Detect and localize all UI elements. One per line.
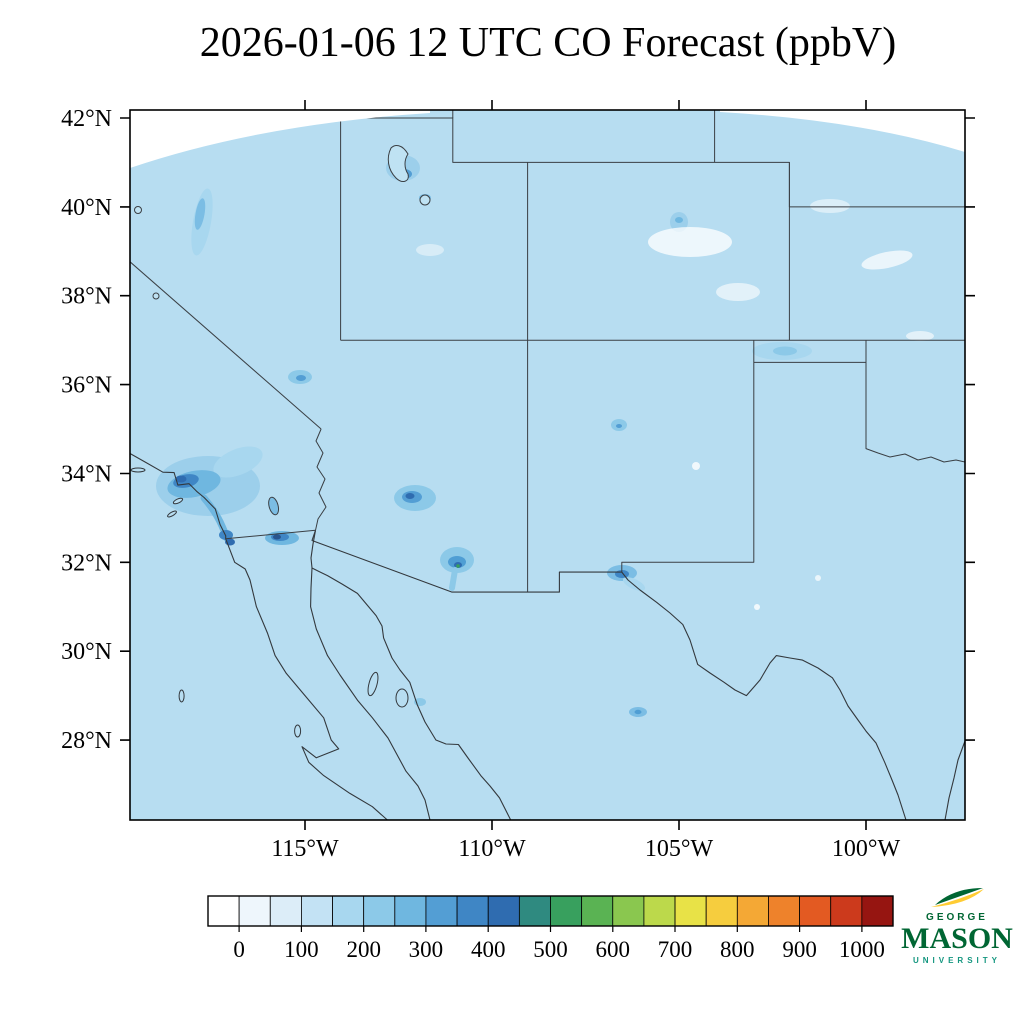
co-background-field bbox=[130, 110, 965, 820]
colorbar-segment bbox=[301, 895, 333, 927]
plot-frame bbox=[129, 109, 966, 821]
state-borders bbox=[130, 110, 965, 593]
colorbar-segment bbox=[768, 895, 800, 927]
islands bbox=[130, 467, 409, 738]
colorbar-tick-label: 1000 bbox=[839, 937, 885, 962]
colorbar-segment bbox=[269, 895, 302, 927]
colorbar-segment bbox=[363, 895, 396, 927]
domain-edge-mask bbox=[130, 110, 965, 168]
colorbar-segment bbox=[705, 895, 738, 927]
colorbar-ticks bbox=[238, 926, 863, 932]
lat-tick-label: 40°N bbox=[61, 195, 112, 221]
lakes bbox=[134, 145, 431, 516]
colorbar-tick-label: 200 bbox=[346, 937, 381, 962]
coastlines bbox=[130, 453, 965, 820]
colorbar-segment bbox=[612, 895, 645, 927]
colorbar-segment bbox=[830, 895, 863, 927]
colorbar-segment bbox=[518, 895, 551, 927]
colorbar-segment bbox=[238, 895, 271, 927]
lat-tick-label: 34°N bbox=[61, 462, 112, 488]
low-co-patches bbox=[416, 199, 934, 610]
colorbar-tick-label: 500 bbox=[533, 937, 568, 962]
lat-tick-label: 30°N bbox=[61, 639, 112, 665]
lon-tick-label: 115°W bbox=[271, 836, 339, 862]
lon-tick-label: 100°W bbox=[832, 836, 901, 862]
colorbar-segment bbox=[456, 895, 489, 927]
map-panel bbox=[130, 110, 965, 820]
colorbar-segment bbox=[643, 895, 676, 927]
colorbar-tick-label: 800 bbox=[720, 937, 755, 962]
lat-tick-label: 36°N bbox=[61, 373, 112, 399]
figure-title: 2026-01-06 12 UTC CO Forecast (ppbV) bbox=[200, 20, 896, 66]
colorbar-segment bbox=[207, 895, 240, 927]
colorbar-tick-label: 700 bbox=[658, 937, 693, 962]
axis-ticks bbox=[120, 100, 975, 830]
gmu-george-text: GEORGE bbox=[926, 912, 988, 923]
colorbar-segment bbox=[581, 895, 614, 927]
lon-tick-label: 110°W bbox=[458, 836, 526, 862]
colorbar-segment bbox=[425, 895, 458, 927]
lat-tick-label: 28°N bbox=[61, 728, 112, 754]
lat-tick-label: 32°N bbox=[61, 550, 112, 576]
gmu-mason-text: MASON bbox=[901, 922, 1013, 955]
lon-tick-label: 105°W bbox=[645, 836, 714, 862]
colorbar-tick-label: 0 bbox=[233, 937, 245, 962]
lat-tick-label: 38°N bbox=[61, 284, 112, 310]
lat-tick-label: 42°N bbox=[61, 106, 112, 132]
colorbar-segment bbox=[799, 895, 832, 927]
colorbar-segment bbox=[550, 895, 583, 927]
colorbar-tick-label: 300 bbox=[409, 937, 444, 962]
colorbar-tick-label: 900 bbox=[782, 937, 817, 962]
gmu-university-text: UNIVERSITY bbox=[912, 956, 1001, 965]
gmu-logo: GEORGE MASON UNIVERSITY bbox=[894, 886, 1020, 965]
colorbar-tick-label: 400 bbox=[471, 937, 506, 962]
colorbar-segment bbox=[394, 895, 427, 927]
gmu-leaf-icon bbox=[894, 886, 1020, 912]
colorbar: 0 100 200 300 400 500 600 700 800 900 10… bbox=[207, 895, 894, 962]
colorbar-segment bbox=[861, 895, 894, 927]
colorbar-segment bbox=[674, 895, 707, 927]
colorbar-segment bbox=[332, 895, 365, 927]
colorbar-segment bbox=[736, 895, 769, 927]
colorbar-tick-label: 100 bbox=[284, 937, 319, 962]
colorbar-tick-label: 600 bbox=[596, 937, 631, 962]
colorbar-segment bbox=[487, 895, 520, 927]
